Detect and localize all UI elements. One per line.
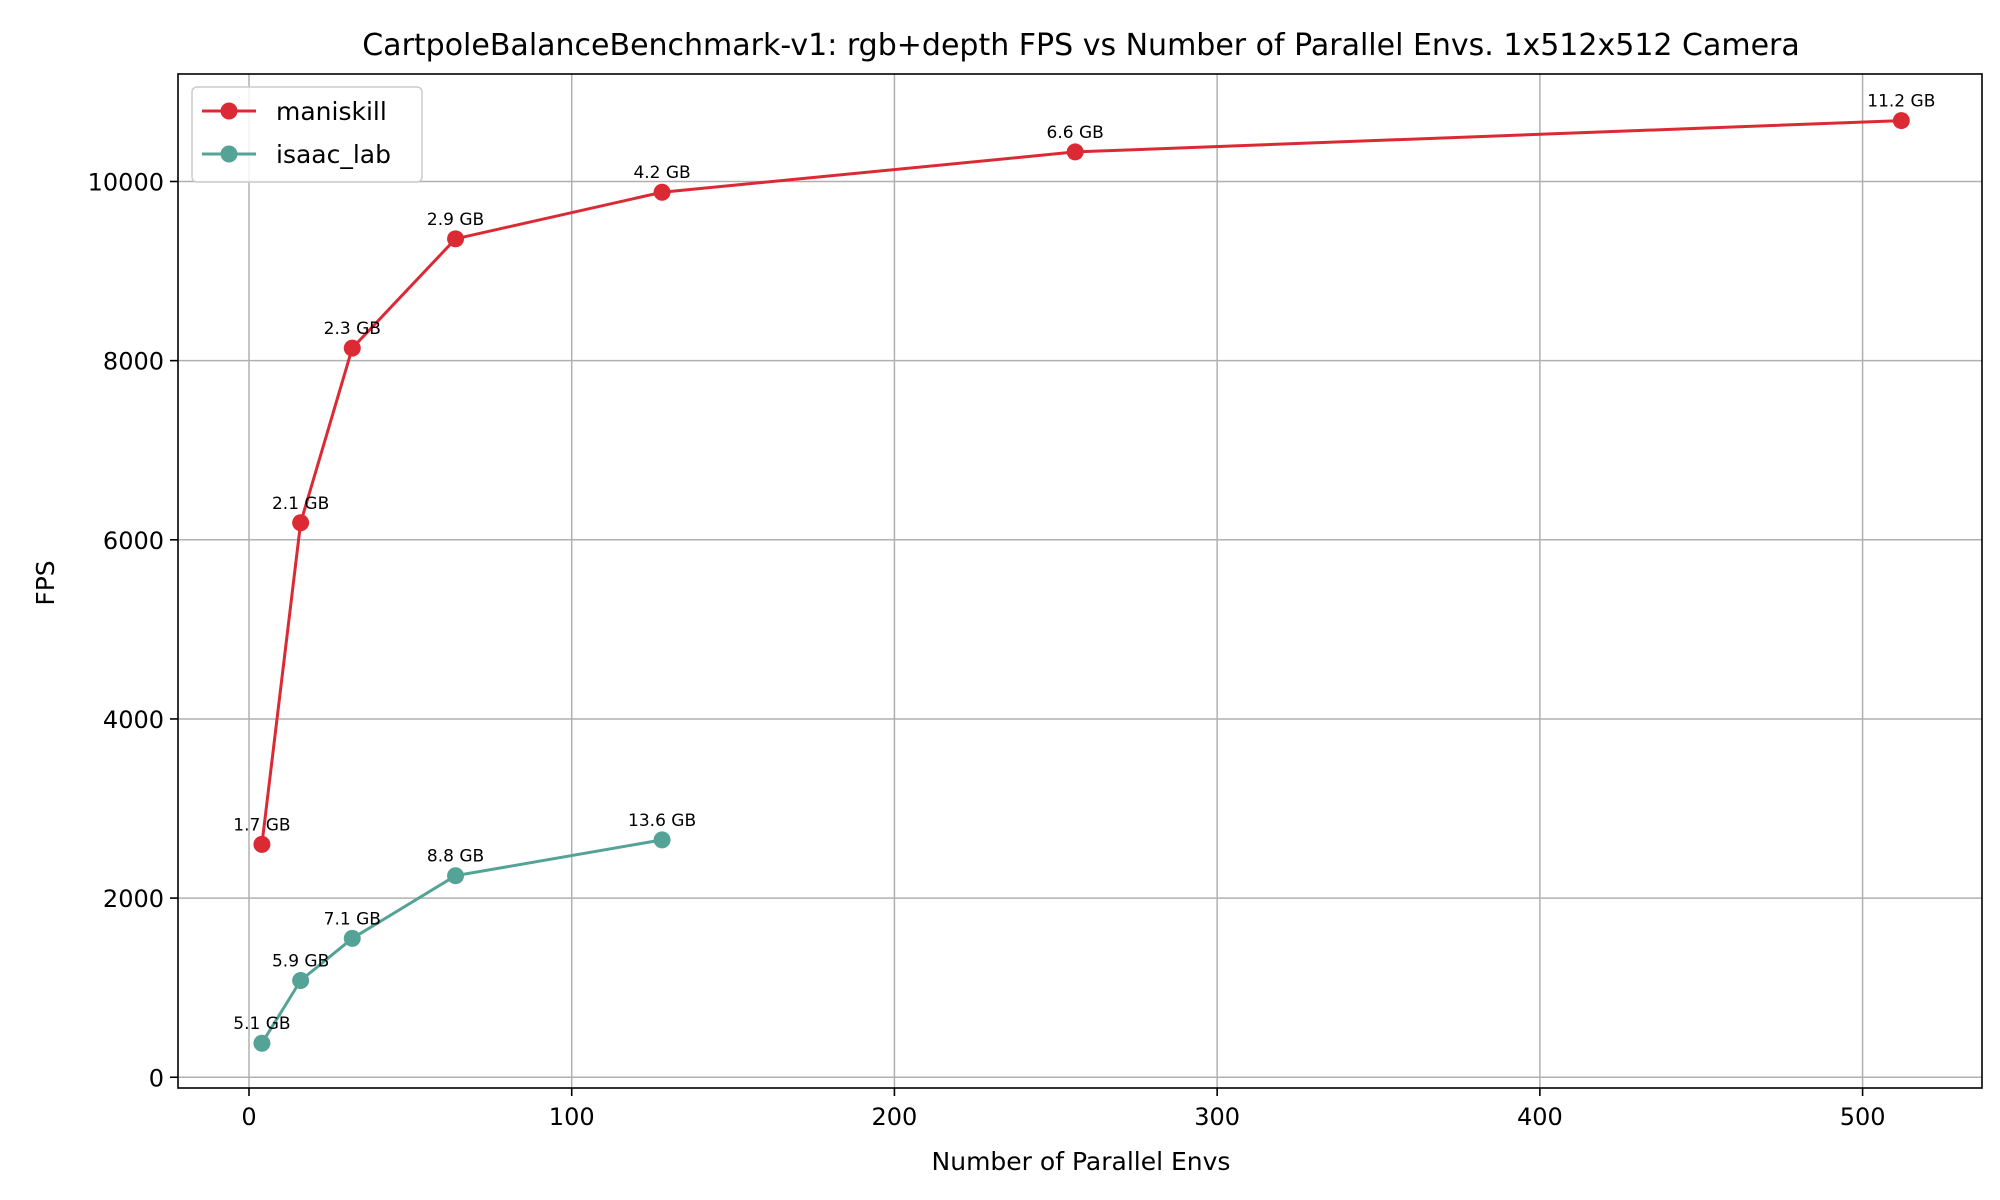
data-point-maniskill — [653, 183, 671, 201]
x-tick-label: 400 — [1517, 1103, 1563, 1131]
y-axis-label: FPS — [31, 560, 60, 605]
data-point-maniskill — [1892, 112, 1910, 130]
data-point-maniskill — [1066, 143, 1084, 161]
series-line-maniskill — [260, 119, 1902, 845]
x-tick-label: 300 — [1194, 1103, 1240, 1131]
y-tick-label: 0 — [149, 1064, 164, 1092]
legend: maniskill isaac_lab — [191, 86, 423, 183]
data-point-maniskill — [292, 514, 310, 532]
data-label-maniskill: 6.6 GB — [1047, 123, 1104, 143]
x-tick-label: 0 — [241, 1103, 256, 1131]
grid — [178, 74, 1982, 1088]
y-tick-label: 4000 — [103, 706, 164, 734]
data-label-maniskill: 2.1 GB — [272, 494, 329, 514]
y-tick-label: 8000 — [103, 348, 164, 376]
data-label-isaac-lab: 7.1 GB — [324, 909, 381, 929]
legend-marker-isaac-lab — [220, 145, 238, 163]
data-point-maniskill — [253, 835, 271, 853]
data-label-maniskill: 1.7 GB — [233, 815, 290, 835]
data-point-isaac-lab — [343, 929, 361, 947]
data-point-maniskill — [343, 339, 361, 357]
legend-label-isaac-lab: isaac_lab — [276, 140, 391, 169]
x-tick-label: 200 — [872, 1103, 918, 1131]
data-label-maniskill: 2.3 GB — [324, 319, 381, 339]
legend-label-maniskill: maniskill — [276, 97, 387, 126]
chart-title: CartpoleBalanceBenchmark-v1: rgb+depth F… — [362, 28, 1800, 63]
axis-ticks: 0 100 200 300 400 500 0 2000 4000 6000 8000 10000 — [88, 168, 1886, 1131]
data-label-maniskill: 2.9 GB — [427, 210, 484, 230]
plot-frame — [177, 73, 1983, 1089]
data-point-isaac-lab — [253, 1034, 271, 1052]
data-label-isaac-lab: 5.9 GB — [272, 952, 329, 972]
data-point-maniskill — [447, 230, 465, 248]
data-label-isaac-lab: 8.8 GB — [427, 847, 484, 867]
data-label-maniskill: 4.2 GB — [633, 163, 690, 183]
series-layer — [253, 112, 1910, 1052]
data-label-isaac-lab: 5.1 GB — [233, 1014, 290, 1034]
data-point-isaac-lab — [292, 972, 310, 990]
data-labels: 1.7 GB 2.1 GB 2.3 GB 2.9 GB 4.2 GB 6.6 GB 11.2… — [233, 92, 1935, 1035]
data-point-isaac-lab — [447, 867, 465, 885]
data-point-isaac-lab — [653, 831, 671, 849]
x-tick-label: 500 — [1840, 1103, 1886, 1131]
data-label-isaac-lab: 13.6 GB — [628, 811, 696, 831]
x-axis-label: Number of Parallel Envs — [932, 1147, 1231, 1176]
data-label-maniskill: 11.2 GB — [1867, 92, 1935, 112]
y-tick-label: 6000 — [103, 527, 164, 555]
legend-marker-maniskill — [220, 102, 238, 120]
y-tick-label: 10000 — [88, 168, 164, 196]
y-tick-label: 2000 — [103, 885, 164, 913]
x-tick-label: 100 — [549, 1103, 595, 1131]
